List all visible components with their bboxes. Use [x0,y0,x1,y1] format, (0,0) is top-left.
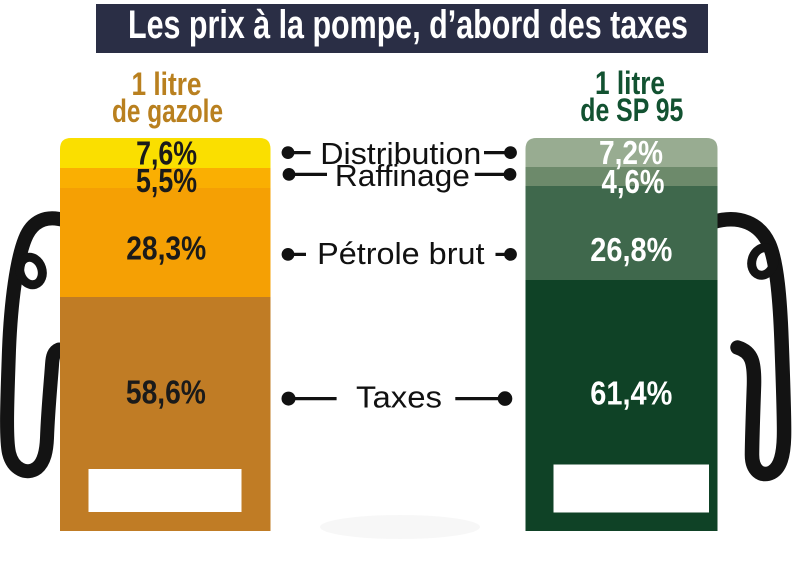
svg-text:Distribution: Distribution [320,136,481,171]
svg-text:Taxes: Taxes [356,379,442,414]
svg-text:Les prix à la pompe, d’abord d: Les prix à la pompe, d’abord des taxes [128,3,688,47]
svg-text:Raffinage: Raffinage [335,158,470,193]
svg-text:Pétrole brut: Pétrole brut [317,236,485,271]
svg-text:1 litre: 1 litre [132,66,202,102]
svg-text:58,6%: 58,6% [126,374,206,411]
svg-text:de SP 95: de SP 95 [580,92,683,128]
svg-text:7,2%: 7,2% [599,134,663,171]
svg-text:4,6%: 4,6% [602,163,665,200]
svg-text:5,5%: 5,5% [136,162,197,199]
svg-text:1 litre: 1 litre [595,65,665,101]
svg-text:de gazole: de gazole [112,93,223,129]
svg-text:28,3%: 28,3% [126,230,206,267]
svg-text:26,8%: 26,8% [590,231,672,268]
svg-text:7,6%: 7,6% [136,134,197,171]
svg-text:61,4%: 61,4% [590,375,672,412]
